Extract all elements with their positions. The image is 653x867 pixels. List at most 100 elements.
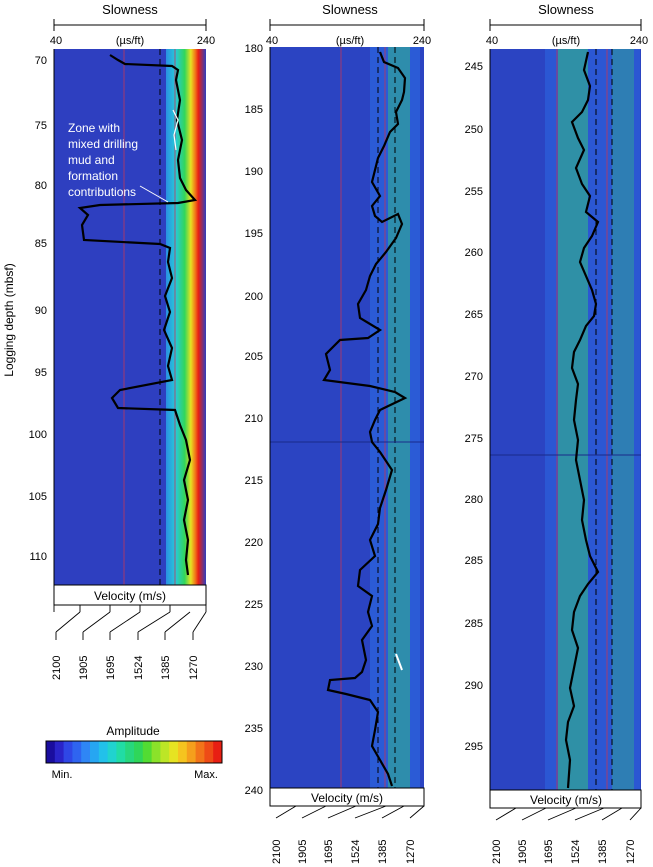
panel-2-depth-label: 220	[245, 537, 263, 549]
colorbar-cell	[98, 741, 108, 763]
panel-3-depth-label: 290	[465, 680, 483, 692]
panel-2-velocity-tick: 1524	[350, 840, 362, 864]
colorbar-cell	[186, 741, 196, 763]
panel-2-depth-label: 205	[245, 351, 263, 363]
panel-3-velocity-tick: 1385	[597, 840, 609, 864]
panel-3-depth-label: 265	[465, 309, 483, 321]
panel-1-depth-ticks: 70 75 80 85 90 95 100 105 110	[29, 55, 47, 563]
amplitude-colorbar: Amplitude Min. Max.	[45, 724, 223, 781]
panel-2-depth-label: 235	[245, 723, 263, 735]
panel-2-slowness-title: Slowness	[322, 2, 378, 17]
panel-1-depth-label: 90	[35, 305, 47, 317]
panel-2-depth-label: 185	[245, 104, 263, 116]
panel-2-velocity-box	[269, 787, 425, 807]
panel-2-slowness-tick-240: 240	[413, 35, 431, 47]
colorbar-cell	[134, 741, 144, 763]
panel-3-depth-label: 285	[465, 618, 483, 630]
panel-2-slowness-unit: (µs/ft)	[336, 35, 364, 47]
panel-1-velocity-tick: 2100	[51, 656, 63, 680]
panel-2-depth-ticks: 180 185 190 195 200 205 210 215 220 225 …	[245, 43, 263, 797]
panel-3-velocity-tick: 1270	[625, 840, 637, 864]
panel-2-depth-label: 200	[245, 291, 263, 303]
colorbar-cell	[195, 741, 205, 763]
panel-1-velocity-tick: 1905	[78, 656, 90, 680]
panel-2-depth-label: 195	[245, 228, 263, 240]
panel-1-depth-label: 85	[35, 238, 47, 250]
colorbar-cell	[107, 741, 117, 763]
colorbar-frame	[45, 740, 223, 764]
panel-1-depth-label: 70	[35, 55, 47, 67]
colorbar-cell	[142, 741, 152, 763]
colorbar-max-label: Max.	[194, 769, 218, 781]
annotation-line: formation	[68, 169, 118, 183]
panel-3-slowness-title: Slowness	[538, 2, 594, 17]
colorbar-cell	[46, 741, 56, 763]
annotation-leader	[139, 185, 169, 203]
panel-3-slowness-unit: (µs/ft)	[552, 35, 580, 47]
panel-2-velocity-tick: 1695	[323, 840, 335, 864]
panel-1-velocity-tick: 1524	[133, 656, 145, 680]
panel-1-velocity-tick: 1385	[160, 656, 172, 680]
panel-2-depth-label: 230	[245, 661, 263, 673]
panel-2-velocity-leaders	[275, 805, 425, 819]
colorbar-cell	[169, 741, 179, 763]
panel-1-slowness-title: Slowness	[102, 2, 158, 17]
panel-1-velocity-tick: 1270	[188, 656, 200, 680]
panel-2-depth-label: 210	[245, 413, 263, 425]
panel-3-velocity-tick: 1905	[517, 840, 529, 864]
colorbar-cell	[54, 741, 64, 763]
panel-3-velocity-tick: 1695	[543, 840, 555, 864]
panel-3-slowness-tick-240: 240	[630, 35, 648, 47]
zone-annotation: Zone with mixed drilling mud and formati…	[68, 121, 169, 203]
panel-3-depth-label: 255	[465, 186, 483, 198]
panel-2-depth-label: 225	[245, 599, 263, 611]
panel-3-depth-label: 250	[465, 124, 483, 136]
colorbar-cell	[160, 741, 170, 763]
colorbar-min-label: Min.	[52, 769, 73, 781]
panel-3-depth-label: 285	[465, 555, 483, 567]
panel-1-depth-label: 105	[29, 491, 47, 503]
panel-1-depth-label: 110	[29, 551, 47, 563]
panel-1-slowness-tick-40: 40	[50, 35, 62, 47]
panel-1-velocity-box	[53, 584, 207, 606]
panel-3-velocity-tick: 2100	[491, 840, 503, 864]
panel-1-depth-label: 75	[35, 120, 47, 132]
panel-1-depth-label: 80	[35, 180, 47, 192]
panel-2: Slowness 40 (µs/ft) 240 180 185 190 195 …	[245, 2, 432, 864]
panel-2-depth-label: 190	[245, 166, 263, 178]
colorbar-cell	[81, 741, 91, 763]
panel-1-white-trace	[172, 109, 179, 151]
colorbar-title: Amplitude	[106, 724, 160, 738]
panel-2-velocity-tick: 2100	[271, 840, 283, 864]
panel-3-slowness-tick-40: 40	[486, 35, 498, 47]
panel-3-velocity-box	[489, 789, 642, 809]
panel-1-velocity-leaders	[53, 605, 207, 640]
panel-2-velocity-title: Velocity (m/s)	[311, 791, 383, 805]
annotation-line: contributions	[68, 185, 136, 199]
panel-2-white-mark	[395, 653, 403, 671]
colorbar-cell	[151, 741, 161, 763]
panel-3-depth-label: 260	[465, 247, 483, 259]
panel-3-depth-label: 245	[465, 61, 483, 73]
panel-3-depth-label: 270	[465, 371, 483, 383]
panel-1-depth-label: 100	[29, 429, 47, 441]
y-axis-label: Logging depth (mbsf)	[2, 263, 16, 376]
panel-3-velocity-leaders	[495, 807, 642, 821]
panel-3-depth-label: 295	[465, 741, 483, 753]
panel-2-depth-label: 215	[245, 475, 263, 487]
colorbar-cell	[178, 741, 188, 763]
panel-2-velocity-tick: 1385	[377, 840, 389, 864]
panel-2-velocity-tick: 1905	[297, 840, 309, 864]
colorbar-cell	[72, 741, 82, 763]
colorbar-cell	[213, 741, 223, 763]
annotation-line: Zone with	[68, 121, 120, 135]
panel-3: Slowness 40 (µs/ft) 240 245 250 255 260 …	[465, 2, 649, 864]
panel-1-depth-label: 95	[35, 367, 47, 379]
panel-3-slowness-trace	[564, 51, 600, 789]
colorbar-cell	[63, 741, 73, 763]
colorbar-cell	[116, 741, 126, 763]
panel-2-depth-label: 240	[245, 785, 263, 797]
panel-1: Slowness 40 (µs/ft) 240 70 75 80 85 90 9…	[29, 2, 216, 680]
colorbar-cell	[204, 741, 214, 763]
